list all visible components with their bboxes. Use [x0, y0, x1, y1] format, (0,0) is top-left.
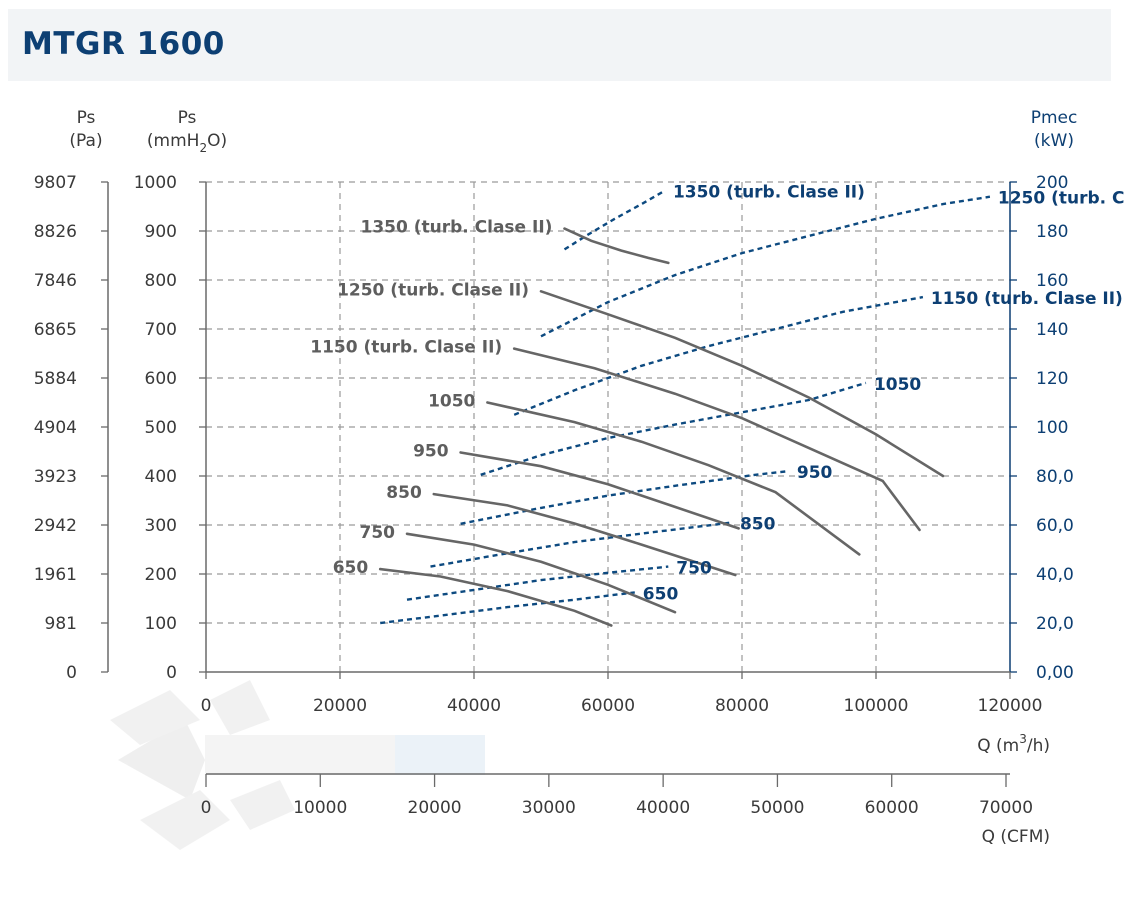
x-tick-label-cfm: 30000 [522, 798, 576, 818]
x-axis-title-cfm: Q (CFM) [982, 827, 1050, 847]
chart-title: MTGR 1600 [22, 26, 225, 62]
power-curve-label: 650 [643, 584, 679, 604]
y-tick-label-mmh2o: 0 [166, 663, 177, 683]
y-tick-label-pa: 1961 [34, 565, 77, 585]
power-curve-1250 [540, 195, 991, 338]
power-curve-850 [430, 521, 733, 568]
power-curve-950 [460, 469, 790, 525]
y-tick-label-pmec: 100 [1036, 418, 1068, 438]
y-tick-label-pmec: 120 [1036, 369, 1068, 389]
pressure-curve-1150 [512, 347, 921, 532]
pressure-curve-1250 [539, 290, 945, 478]
y-tick-label-mmh2o: 400 [145, 467, 177, 487]
y-tick-label-pmec: 200 [1036, 173, 1068, 193]
right-axis-pmec: 0,00 20,0 40,0 60,0 80,0 100 120 140 160 180 200 Pm… [1009, 108, 1078, 683]
x-tick-label-m3h: 0 [201, 696, 212, 716]
x-tick-label-m3h: 120000 [978, 696, 1043, 716]
power-curve-1150 [513, 295, 924, 416]
ventel-watermark-logo [110, 680, 485, 850]
power-curve-1350 [563, 189, 666, 251]
x-tick-label-cfm: 40000 [636, 798, 690, 818]
y-tick-label-pmec: 140 [1036, 320, 1068, 340]
pressure-curve-label: 1150 (turb. Clase II) [310, 338, 502, 358]
pressure-curve-1350 [563, 227, 670, 265]
pressure-curve-label: 1250 (turb. Clase II) [337, 280, 529, 300]
y-axis-title-pmec-line1: Pmec [1031, 108, 1078, 128]
y-tick-label-pmec: 180 [1036, 222, 1068, 242]
y-tick-label-pmec: 0,00 [1036, 663, 1074, 683]
y-axis-title-mmh2o-line1: Ps [178, 108, 197, 128]
y-tick-label-mmh2o: 900 [145, 222, 177, 242]
y-axis-title-mmh2o-line2: (mmH2O) [147, 131, 227, 155]
y-tick-label-pmec: 60,0 [1036, 516, 1074, 536]
y-tick-label-mmh2o: 800 [145, 271, 177, 291]
x-tick-label-m3h: 80000 [715, 696, 769, 716]
x-tick-label-cfm: 0 [201, 798, 212, 818]
y-axis-title-pa-line1: Ps [77, 108, 96, 128]
y-tick-label-pmec: 80,0 [1036, 467, 1074, 487]
pressure-curve-650 [378, 567, 613, 627]
x-tick-label-m3h: 60000 [581, 696, 635, 716]
y-tick-label-pa: 3923 [34, 467, 77, 487]
y-tick-label-pa: 2942 [34, 516, 77, 536]
x-tick-label-cfm: 60000 [865, 798, 919, 818]
power-curve-label: 1050 [874, 375, 921, 395]
power-curve-label: 1250 (turb. Clase II) [998, 189, 1125, 209]
pressure-curve-label: 1350 (turb. Clase II) [361, 218, 553, 238]
power-curve-650 [380, 591, 635, 625]
y-axis-title-pmec-line2: (kW) [1034, 131, 1074, 151]
pressure-curve-1050 [486, 401, 861, 556]
title-bar: MTGR 1600 [8, 9, 1111, 81]
power-curve-label: 850 [740, 515, 776, 535]
pressure-curve-label: 950 [413, 441, 449, 461]
x-axis-title-m3h: Q (m3/h) [977, 732, 1050, 756]
y-tick-label-pa: 0 [66, 663, 77, 683]
curve-labels: 650 750 850 950 1050 1150 (turb. Clase II) 125… [310, 183, 1125, 605]
y-tick-label-mmh2o: 600 [145, 369, 177, 389]
y-tick-label-mmh2o: 1000 [134, 173, 177, 193]
y-tick-label-mmh2o: 300 [145, 516, 177, 536]
x-tick-label-m3h: 20000 [313, 696, 367, 716]
power-curve-label: 1150 (turb. Clase II) [931, 289, 1123, 309]
power-curve-label: 750 [676, 559, 712, 579]
x-tick-label-cfm: 50000 [750, 798, 804, 818]
y-tick-label-pmec: 20,0 [1036, 614, 1074, 634]
power-curve-1050 [480, 381, 867, 476]
y-tick-label-pa: 6865 [34, 320, 77, 340]
y-tick-label-pmec: 40,0 [1036, 565, 1074, 585]
pressure-curve-label: 650 [333, 558, 369, 578]
y-tick-label-pa: 4904 [34, 418, 77, 438]
y-tick-label-pa: 8826 [34, 222, 77, 242]
y-tick-label-pa: 7846 [34, 271, 77, 291]
y-tick-label-mmh2o: 100 [145, 614, 177, 634]
pressure-curve-750 [405, 532, 677, 614]
x-tick-label-cfm: 10000 [293, 798, 347, 818]
left-axes: 0 981 1961 2942 3923 4904 5884 6865 7846 8826 9807… [34, 108, 227, 683]
x-tick-label-m3h: 40000 [447, 696, 501, 716]
power-curve-label: 1350 (turb. Clase II) [673, 183, 865, 203]
power-curves [380, 189, 991, 625]
pressure-curves [378, 227, 945, 627]
y-tick-label-pa: 981 [45, 614, 77, 634]
power-curve-label: 950 [797, 463, 833, 483]
power-curve-750 [406, 565, 669, 601]
pressure-curve-label: 850 [386, 483, 422, 503]
x-tick-label-m3h: 100000 [844, 696, 909, 716]
y-tick-label-pa: 9807 [34, 173, 77, 193]
pressure-curve-label: 750 [360, 523, 396, 543]
y-axis-title-pa-line2: (Pa) [69, 131, 102, 151]
pressure-curve-950 [459, 451, 740, 530]
grid [206, 181, 1010, 672]
y-tick-label-mmh2o: 500 [145, 418, 177, 438]
y-tick-label-pa: 5884 [34, 369, 77, 389]
y-tick-label-mmh2o: 200 [145, 565, 177, 585]
pressure-curve-850 [432, 492, 737, 577]
pressure-curve-label: 1050 [428, 392, 475, 412]
x-tick-label-cfm: 70000 [979, 798, 1033, 818]
y-tick-label-pmec: 160 [1036, 271, 1068, 291]
x-tick-label-cfm: 20000 [408, 798, 462, 818]
y-tick-label-mmh2o: 700 [145, 320, 177, 340]
